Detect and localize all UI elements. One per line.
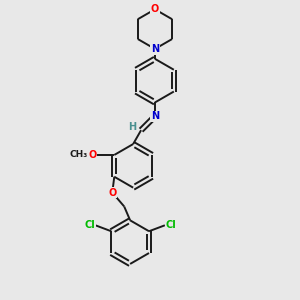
Text: N: N (151, 111, 159, 121)
Text: O: O (108, 188, 116, 198)
Text: H: H (128, 122, 136, 132)
Text: CH₃: CH₃ (70, 151, 88, 160)
Text: Cl: Cl (84, 220, 95, 230)
Text: O: O (151, 4, 159, 14)
Text: N: N (151, 44, 159, 54)
Text: O: O (88, 150, 97, 160)
Text: Cl: Cl (165, 220, 176, 230)
